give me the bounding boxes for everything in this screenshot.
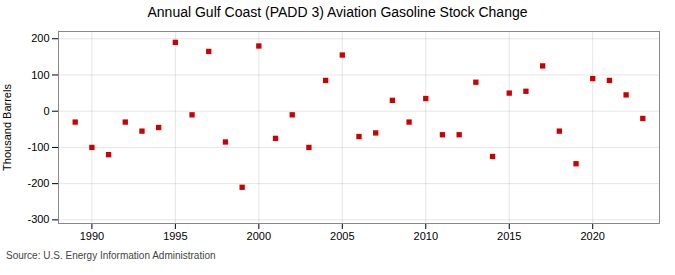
svg-text:-300: -300 [27,213,49,225]
svg-text:0: 0 [43,105,49,117]
svg-text:1990: 1990 [80,230,104,242]
svg-text:2005: 2005 [330,230,354,242]
svg-text:2015: 2015 [497,230,521,242]
svg-text:100: 100 [31,68,49,80]
svg-text:-200: -200 [27,177,49,189]
svg-text:-100: -100 [27,141,49,153]
svg-text:200: 200 [31,32,49,44]
html-text:Source: U.S. Energy Informatio: Source: U.S. Energy Information Administ… [6,250,216,261]
svg-text:2020: 2020 [580,230,604,242]
svg-text:2010: 2010 [414,230,438,242]
svg-text:Thousand Barrels: Thousand Barrels [1,84,13,171]
svg-text:2000: 2000 [247,230,271,242]
svg-text:1995: 1995 [163,230,187,242]
html-text:Annual Gulf Coast (PADD 3) Avi: Annual Gulf Coast (PADD 3) Aviation Gaso… [147,4,528,20]
